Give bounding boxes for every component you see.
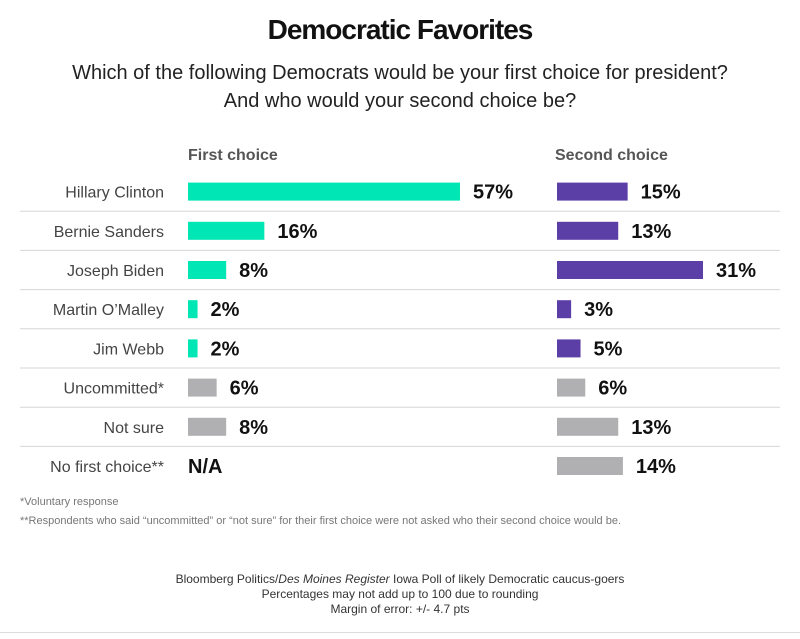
second-choice-value-label: 13% (631, 417, 671, 439)
first-choice-value-label: 57% (473, 182, 513, 204)
bar-chart: Hillary Clinton 57% 15% Bernie Sanders 16% 13… (20, 182, 780, 478)
category-label: Bernie Sanders (54, 224, 164, 241)
category-label: Jim Webb (93, 341, 164, 358)
chart-subtitle-line-2: And who would your second choice be? (223, 90, 577, 112)
second-choice-bar (557, 339, 581, 358)
first-choice-bar (188, 261, 227, 279)
first-choice-bar (188, 417, 227, 436)
category-label: No first choice** (50, 459, 164, 476)
source-prefix: Bloomberg Politics/ (175, 572, 279, 586)
footnote-voluntary: *Voluntary response (20, 496, 119, 508)
footnote-respondents: **Respondents who said “uncommitted” or … (20, 515, 622, 527)
second-choice-value-label: 6% (598, 378, 627, 400)
category-label: Joseph Biden (67, 263, 164, 280)
first-choice-value-label: 2% (211, 299, 240, 321)
first-choice-bar (188, 221, 265, 240)
second-choice-header: Second choice (555, 147, 668, 164)
source-line-3: Margin of error: +/- 4.7 pts (330, 602, 470, 616)
second-choice-value-label: 31% (716, 260, 756, 282)
second-choice-value-label: 3% (584, 299, 613, 321)
first-choice-bar (188, 339, 198, 358)
source-line-2: Percentages may not add up to 100 due to… (261, 587, 539, 601)
category-label: Hillary Clinton (65, 185, 164, 202)
source-line-1: Bloomberg Politics/Des Moines Register I… (0, 572, 800, 586)
first-choice-header: First choice (188, 147, 278, 164)
second-choice-value-label: 13% (631, 221, 671, 243)
second-choice-value-label: 5% (594, 338, 623, 360)
first-choice-value-label: 6% (230, 378, 259, 400)
second-choice-bar (557, 221, 619, 240)
chart-subtitle-line-1: Which of the following Democrats would b… (72, 62, 728, 84)
second-choice-bar (557, 261, 703, 279)
first-choice-bar (188, 182, 460, 201)
second-choice-bar (557, 457, 623, 475)
first-choice-value-label: 16% (277, 221, 317, 243)
category-label: Not sure (104, 420, 165, 437)
first-choice-value-label: N/A (188, 456, 222, 478)
first-choice-value-label: 8% (239, 417, 268, 439)
first-choice-value-label: 8% (239, 260, 268, 282)
category-label: Martin O’Malley (53, 302, 164, 319)
first-choice-bar (188, 378, 217, 397)
chart-title: Democratic Favorites (267, 14, 534, 45)
second-choice-bar (557, 378, 586, 397)
second-choice-value-label: 15% (641, 182, 681, 204)
category-label: Uncommitted* (64, 381, 164, 398)
second-choice-bar (557, 300, 572, 319)
bottom-divider (0, 632, 800, 633)
first-choice-bar (188, 300, 198, 319)
first-choice-value-label: 2% (211, 338, 240, 360)
source-publication: Des Moines Register (278, 572, 390, 586)
second-choice-bar (557, 182, 628, 201)
second-choice-value-label: 14% (636, 456, 676, 478)
second-choice-bar (557, 417, 619, 436)
source-suffix: Iowa Poll of likely Democratic caucus-go… (389, 572, 625, 586)
